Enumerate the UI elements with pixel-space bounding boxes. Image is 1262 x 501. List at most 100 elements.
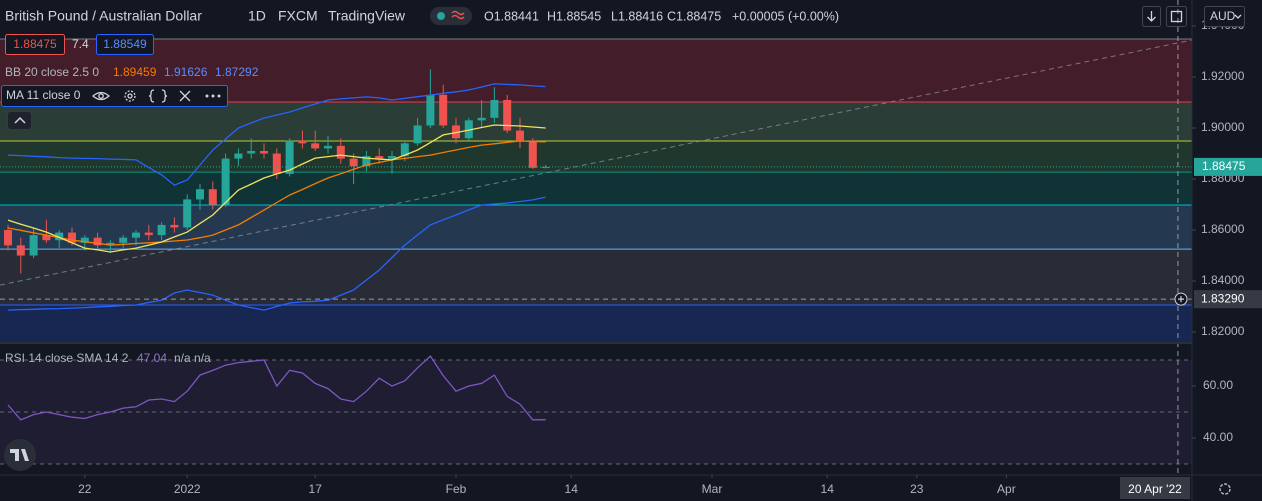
y-tick-label: 1.90000	[1201, 120, 1245, 134]
candle-body	[477, 117, 486, 121]
interval[interactable]: 1D	[248, 8, 266, 24]
candle-body	[349, 158, 358, 167]
currency-caret	[1234, 14, 1242, 19]
candle-body	[285, 140, 294, 174]
x-tick-label: Mar	[702, 482, 723, 496]
candle-body	[336, 145, 345, 159]
candle-body	[400, 143, 409, 157]
candle-body	[413, 125, 422, 144]
candle-body	[196, 189, 204, 200]
bb-basis-value: 1.89459	[113, 65, 157, 79]
candle-body	[234, 153, 243, 159]
ma-legend: MA 11 close 0	[6, 88, 81, 102]
candle-body	[452, 125, 460, 139]
exchange: FXCM	[278, 8, 318, 24]
indicator-line	[7, 83, 546, 186]
settings-icon[interactable]	[124, 90, 136, 102]
indicator-line	[7, 124, 546, 253]
x-tick-label: 17	[309, 482, 323, 496]
indicator-line	[7, 196, 546, 311]
market-open-dot	[437, 12, 445, 20]
ohlc-open: O1.88441	[484, 9, 539, 23]
ma-legend-box[interactable]	[1, 85, 228, 107]
settings-gear[interactable]	[1219, 483, 1231, 495]
candle-body	[375, 156, 384, 159]
spread: 7.4	[72, 37, 89, 51]
candle-body	[93, 237, 102, 246]
collapse-arrow	[14, 116, 26, 124]
more-icon[interactable]	[205, 94, 221, 98]
x-tick-label: 14	[821, 482, 835, 496]
fib-zone	[0, 102, 1192, 142]
candle-body	[170, 224, 179, 228]
rsi-y-tick-label: 60.00	[1203, 378, 1233, 392]
x-tick-label: 23	[910, 482, 924, 496]
candle-body	[157, 224, 166, 236]
crosshair-date-box	[1120, 477, 1190, 499]
candle-body	[144, 232, 153, 236]
crosshair-date-label: 20 Apr '22	[1128, 482, 1182, 496]
remove-icon[interactable]	[179, 90, 191, 102]
plot	[0, 0, 1193, 475]
candle-body	[260, 150, 268, 154]
rsi-value: 47.04	[137, 351, 167, 365]
fullscreen-button[interactable]	[1166, 6, 1187, 27]
rsi-line	[7, 355, 546, 421]
ask-price: 1.88549	[103, 37, 147, 51]
crosshair-add-icon	[1178, 296, 1184, 303]
x-tick-label: Feb	[446, 482, 467, 496]
currency: AUD	[1210, 9, 1236, 23]
bid-price: 1.88475	[13, 37, 57, 51]
fib-zone	[0, 305, 1192, 343]
ohlc-high: H1.88545	[547, 9, 601, 23]
collapse-button[interactable]	[7, 111, 32, 130]
candle-body	[208, 189, 217, 205]
trendline	[0, 39, 1193, 286]
platform: TradingView	[328, 8, 406, 24]
logo	[10, 449, 29, 461]
settings-core	[127, 93, 133, 99]
candle-body	[490, 99, 499, 118]
y-tick-label: 1.84000	[1201, 273, 1245, 287]
ohlc-change: +0.00005 (+0.00%)	[732, 9, 839, 23]
currency-button[interactable]	[1204, 6, 1245, 27]
crosshair-price-label: 1.83290	[1201, 291, 1245, 305]
y-tick-label: 1.92000	[1201, 69, 1245, 83]
candle-body	[221, 158, 230, 205]
ma-legend-icons	[92, 89, 191, 103]
y-tick-label: 1.86000	[1201, 222, 1245, 236]
fib-zone	[0, 205, 1192, 250]
eye-icon[interactable]	[92, 91, 110, 101]
ohlc-close: C1.88475	[667, 9, 721, 23]
last-price-box	[1194, 157, 1262, 176]
candle-body	[4, 230, 12, 246]
candle-body	[132, 232, 140, 238]
candle-body	[362, 156, 371, 167]
candle-body	[503, 99, 512, 131]
logo-badge[interactable]	[4, 439, 36, 471]
candle-body	[516, 130, 524, 141]
candle-body	[16, 245, 25, 256]
bid-badge[interactable]	[5, 34, 65, 55]
y-tick-label: 1.82000	[1201, 324, 1245, 338]
candle-body	[42, 235, 51, 241]
scroll-button[interactable]	[1142, 6, 1161, 27]
axes: 1.940001.920001.900001.880001.860001.840…	[78, 18, 1262, 499]
fib-zone	[0, 249, 1192, 306]
ask-badge[interactable]	[96, 34, 154, 55]
rsi-na: n/a n/a	[174, 351, 211, 365]
rsi-legend: RSI 14 close SMA 14 2	[5, 351, 129, 365]
fib-zone	[0, 141, 1192, 173]
x-tick-label: 2022	[174, 482, 201, 496]
candle-body	[439, 94, 448, 126]
symbol: British Pound / Australian Dollar	[5, 8, 202, 24]
x-tick-label: Apr	[997, 482, 1016, 496]
bb-lower-value: 1.87292	[215, 65, 259, 79]
market-status-pill[interactable]	[430, 7, 472, 25]
source-icon[interactable]	[148, 89, 168, 103]
candle-body	[183, 199, 192, 228]
bb-legend: BB 20 close 2.5 0	[5, 65, 99, 79]
candle-body	[464, 120, 473, 139]
